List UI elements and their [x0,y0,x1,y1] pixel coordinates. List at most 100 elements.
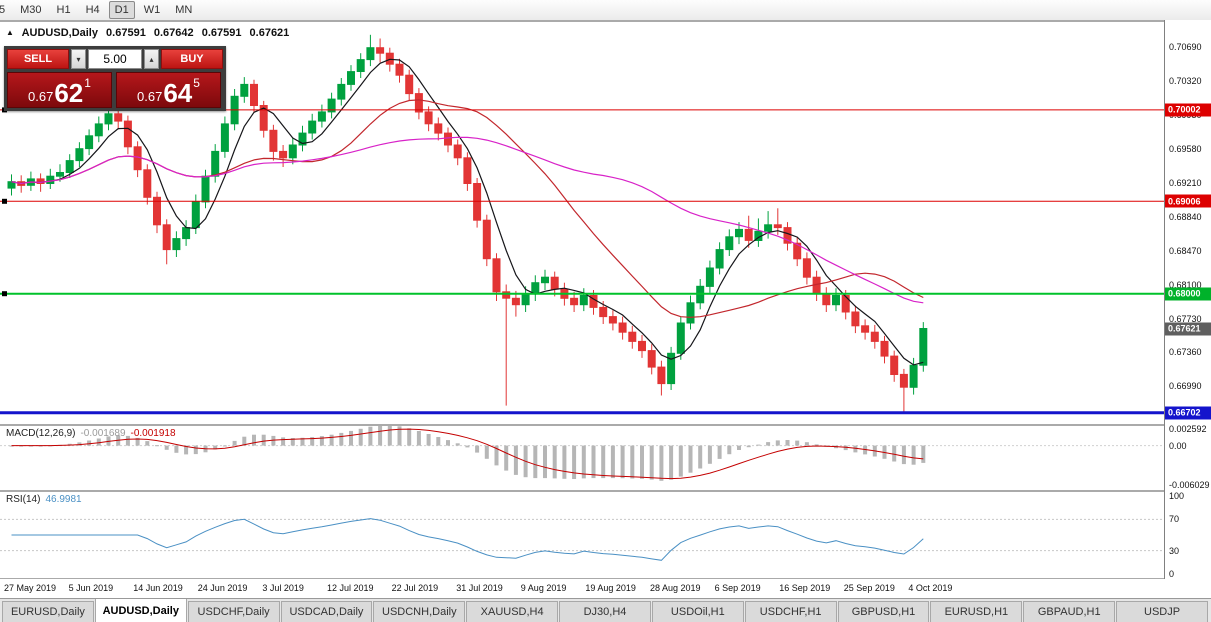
candlestick-chart[interactable] [0,22,1164,424]
candle-body [104,113,113,125]
candle-body [298,132,307,146]
candle-body [628,331,637,342]
rsi-axis-label: 0 [1169,569,1175,579]
candle-body [191,201,200,229]
chart-tab-usdchf-daily[interactable]: USDCHF,Daily [187,601,280,622]
candle-body [725,236,734,251]
macd-histogram-bar [271,435,276,446]
macd-histogram-bar [300,437,305,446]
line-handle [2,198,7,204]
candle-body [870,331,879,342]
candle-body [880,340,889,357]
candle-body [376,47,385,54]
chart-tab-usdoil-h1[interactable]: USDOil,H1 [651,601,744,622]
macd-histogram-bar [387,426,392,446]
date-label: 16 Sep 2019 [779,583,831,593]
macd-histogram-bar [601,445,606,479]
timeframe-button-h4[interactable]: H4 [80,1,106,19]
chart-tab-usdcad-daily[interactable]: USDCAD,Daily [280,601,373,622]
candle-body [647,350,656,368]
macd-axis-label: -0.006029 [1169,480,1210,490]
trade-prices-row: 0.67 62 1 0.67 64 5 [7,72,223,108]
price-badge: 0.66702 [1165,406,1211,420]
date-label: 28 Aug 2019 [650,583,701,593]
volume-increase-button[interactable]: ▴ [144,49,159,69]
macd-histogram-bar [552,445,557,479]
pane-separator[interactable] [0,578,1211,579]
macd-histogram-bar [164,445,169,450]
candle-body [608,316,617,324]
timeframe-button-5[interactable]: 5 [0,1,11,19]
macd-histogram-bar [562,445,567,479]
candle-body [201,175,210,203]
price-axis-label: 0.70320 [1169,75,1202,86]
candle-body [94,123,103,137]
macd-histogram-bar [814,444,819,446]
date-label: 22 Jul 2019 [391,583,439,593]
macd-histogram-bar [698,445,703,469]
pane-separator[interactable] [0,424,1211,426]
volume-input[interactable] [88,49,142,69]
macd-histogram-bar [766,442,771,446]
chart-window: ▲ AUDUSD,Daily 0.67591 0.67642 0.67591 0… [0,20,1211,598]
macd-histogram-bar [242,436,247,446]
chart-tab-dj30-h4[interactable]: DJ30,H4 [559,601,651,622]
candle-body [657,366,666,385]
candle-body [793,242,802,260]
macd-pane[interactable]: MACD(12,26,9) -0.001689 -0.001918 [0,426,1164,490]
trade-buttons-row: SELL ▾ ▴ BUY [7,49,223,69]
main-chart-pane[interactable]: ▲ AUDUSD,Daily 0.67591 0.67642 0.67591 0… [0,22,1164,424]
chart-tab-gbpusd-h1[interactable]: GBPUSD,H1 [837,601,930,622]
chart-tab-usdchf-h1[interactable]: USDCHF,H1 [744,601,837,622]
macd-histogram-bar [329,434,334,446]
macd-histogram-bar [533,445,538,479]
sell-price-display[interactable]: 0.67 62 1 [7,72,112,108]
candle-body [744,228,753,241]
timeframe-toolbar: 5M30H1H4D1W1MN [0,0,1211,21]
timeframe-button-d1[interactable]: D1 [108,1,135,19]
macd-histogram-bar [901,445,906,465]
chart-tab-xauusd-h4[interactable]: XAUUSD,H4 [466,601,559,622]
pane-separator[interactable] [0,490,1211,492]
candle-body [366,47,375,61]
timeframe-button-h1[interactable]: H1 [51,1,77,19]
chart-tab-eurusd-h1[interactable]: EURUSD,H1 [930,601,1023,622]
volume-decrease-button[interactable]: ▾ [71,49,86,69]
macd-histogram-bar [853,445,858,453]
macd-histogram-bar [572,445,577,479]
macd-histogram-bar [339,432,344,446]
candle-body [909,364,918,388]
buy-button[interactable]: BUY [161,49,223,69]
chart-tab-usdjp[interactable]: USDJP [1116,601,1208,622]
sell-button[interactable]: SELL [7,49,69,69]
candle-body [667,352,676,385]
chart-tab-audusd-daily[interactable]: AUDUSD,Daily [94,599,187,622]
price-axis[interactable]: 0.706900.703200.699500.695800.692100.688… [1164,20,1211,579]
candle-body [705,267,714,287]
date-axis[interactable]: 27 May 2019 5 Jun 2019 14 Jun 2019 24 Jun 2… [0,579,1211,598]
ohlc-header: ▲ AUDUSD,Daily 0.67591 0.67642 0.67591 0… [6,27,294,39]
candle-body [899,373,908,388]
candle-body [579,295,588,306]
chart-tab-gbpaud-h1[interactable]: GBPAUD,H1 [1023,601,1116,622]
candle-body [46,175,55,184]
chart-icon: ▲ [6,28,14,37]
price-badge: 0.69006 [1165,194,1211,208]
macd-name: MACD(12,26,9) [6,428,76,439]
macd-histogram-bar [135,437,140,446]
timeframe-button-m30[interactable]: M30 [14,1,47,19]
timeframe-button-w1[interactable]: W1 [138,1,167,19]
date-label: 6 Sep 2019 [714,583,761,593]
timeframe-button-mn[interactable]: MN [169,1,198,19]
macd-histogram-bar [222,445,227,447]
macd-axis-label: 0.00 [1169,440,1187,451]
buy-price-display[interactable]: 0.67 64 5 [116,72,221,108]
price-axis-label: 0.67360 [1169,347,1202,358]
chart-tab-usdcnh-daily[interactable]: USDCNH,Daily [373,601,466,622]
chart-tab-eurusd-daily[interactable]: EURUSD,Daily [2,601,94,622]
sell-price-big: 62 [54,77,84,108]
candle-body [861,325,870,333]
macd-histogram-bar [125,435,130,446]
buy-price-big: 64 [163,77,193,108]
rsi-pane[interactable]: RSI(14) 46.9981 [0,492,1164,578]
